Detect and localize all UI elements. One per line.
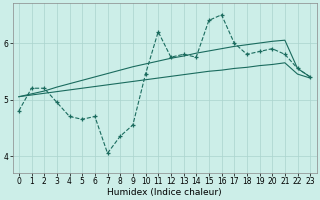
X-axis label: Humidex (Indice chaleur): Humidex (Indice chaleur) bbox=[107, 188, 222, 197]
